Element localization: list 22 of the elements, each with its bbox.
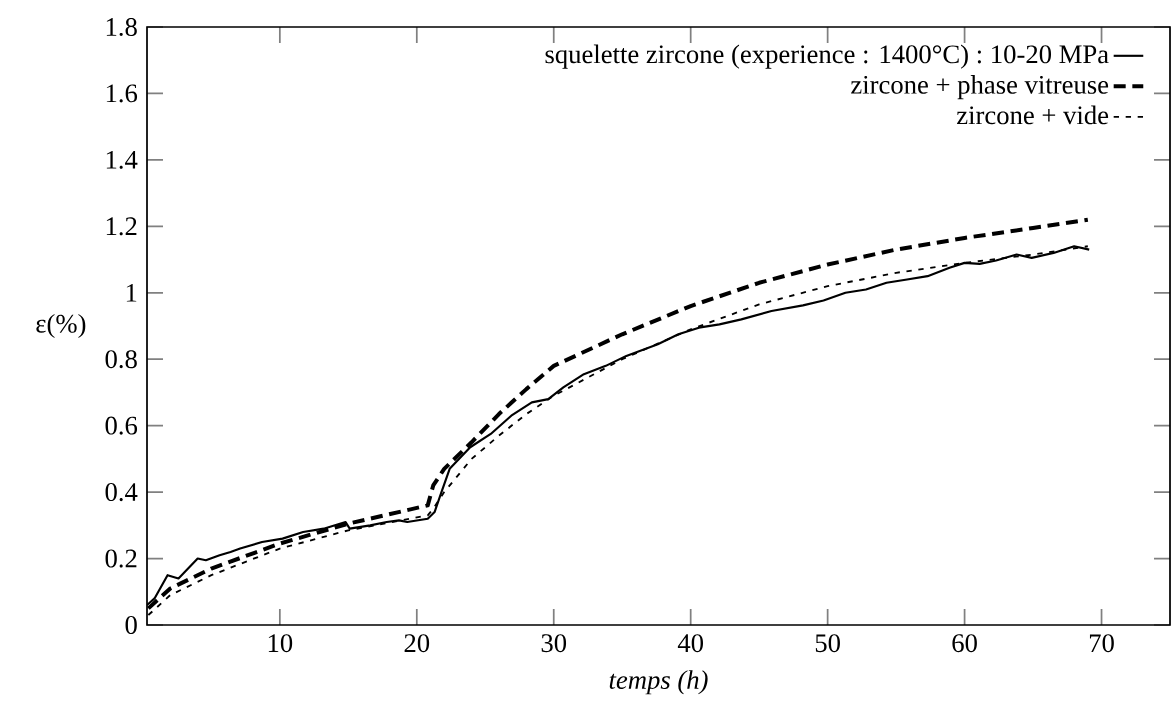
y-tick-label: 0.8 <box>105 350 137 369</box>
x-tick-label: 60 <box>952 634 977 653</box>
x-tick-label: 40 <box>677 634 704 653</box>
legend-label: zircone + vide <box>956 105 1109 125</box>
x-tick-label: 10 <box>268 634 293 653</box>
x-axis-title: temps (h) <box>609 670 708 695</box>
y-axis-title: ε(%) <box>36 313 86 339</box>
x-tick-label: 50 <box>815 634 840 653</box>
y-tick-label: 1.8 <box>106 17 137 37</box>
y-tick-label: 0 <box>125 616 137 634</box>
y-tick-label: 0.4 <box>105 483 138 502</box>
x-tick-label: 30 <box>541 634 567 653</box>
legend-label: squelette zircone (experience : 1400°C) : 10-20 MPa <box>545 44 1109 69</box>
y-tick-label: 0.6 <box>105 416 138 435</box>
y-tick-label: 1.2 <box>106 217 137 236</box>
y-tick-label: 1.6 <box>106 84 138 103</box>
y-tick-label: 1.4 <box>106 150 138 169</box>
y-tick-label: 1 <box>126 283 137 302</box>
x-tick-label: 20 <box>404 634 430 653</box>
y-tick-label: 0.2 <box>105 549 137 568</box>
legend-label: zircone + phase vitreuse <box>851 75 1109 100</box>
x-tick-label: 70 <box>1089 634 1114 653</box>
